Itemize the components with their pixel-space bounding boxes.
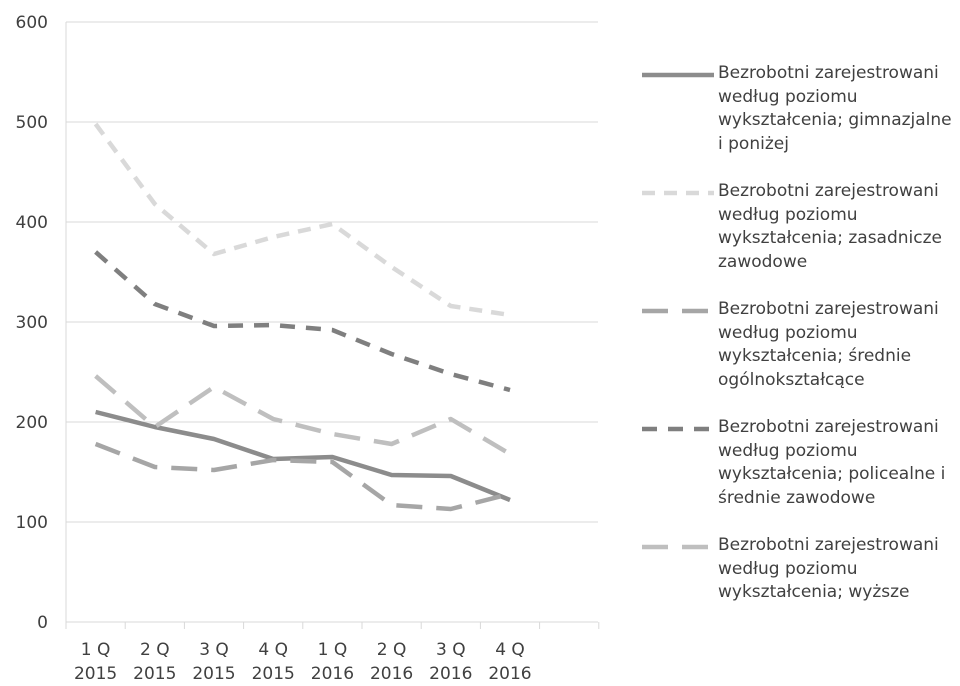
legend-swatch (642, 544, 714, 550)
legend-item: Bezrobotni zarejestrowani według poziomu… (640, 534, 960, 652)
x-tick-label: 2 Q 2016 (370, 640, 413, 684)
x-tick-label: 2 Q 2015 (133, 640, 176, 684)
x-tick-label: 3 Q 2015 (192, 640, 235, 684)
legend-label: Bezrobotni zarejestrowani według poziomu… (718, 535, 939, 602)
legend-item: Bezrobotni zarejestrowani według poziomu… (640, 62, 960, 180)
y-tick-label: 600 (16, 13, 48, 33)
legend-label: Bezrobotni zarejestrowani według poziomu… (718, 63, 952, 154)
legend-item: Bezrobotni zarejestrowani według poziomu… (640, 180, 960, 298)
y-tick-label: 100 (16, 513, 48, 533)
series-line (94, 441, 511, 512)
x-tick-label: 3 Q 2016 (429, 640, 472, 684)
legend: Bezrobotni zarejestrowani według poziomu… (640, 62, 960, 652)
y-tick-label: 400 (16, 213, 48, 233)
y-tick-label: 200 (16, 413, 48, 433)
series-line (95, 409, 511, 503)
legend-swatch (642, 426, 714, 432)
x-tick-label: 1 Q 2016 (311, 640, 354, 684)
x-axis-ticks: 1 Q 2015 2 Q 2015 3 Q 2015 4 Q 2015 1 Q 2016 2 Q 20… (74, 640, 532, 684)
gridlines (66, 21, 598, 523)
x-tick-label: 4 Q 2016 (488, 640, 531, 684)
legend-swatch (642, 190, 714, 196)
line-chart: 0 100 200 300 400 500 600 1 Q 2015 2 Q 2015 3 Q 201… (16, 13, 600, 684)
y-tick-label: 300 (16, 313, 48, 333)
y-tick-label: 500 (16, 113, 48, 133)
legend-label: Bezrobotni zarejestrowani według poziomu… (718, 417, 946, 508)
x-tick-label: 4 Q 2015 (252, 640, 295, 684)
y-tick-label: 0 (37, 613, 48, 633)
legend-item: Bezrobotni zarejestrowani według poziomu… (640, 416, 960, 534)
axes (65, 22, 600, 629)
series-line (94, 374, 512, 456)
legend-item: Bezrobotni zarejestrowani według poziomu… (640, 298, 960, 416)
series-line (94, 250, 511, 393)
x-tick-label: 1 Q 2015 (74, 640, 117, 684)
legend-swatch (642, 72, 714, 78)
legend-label: Bezrobotni zarejestrowani według poziomu… (718, 181, 942, 272)
series-lines (93, 122, 512, 512)
series-line (93, 122, 511, 318)
legend-swatch (642, 308, 714, 314)
y-axis-ticks: 0 100 200 300 400 500 600 (16, 13, 48, 633)
legend-label: Bezrobotni zarejestrowani według poziomu… (718, 299, 939, 390)
